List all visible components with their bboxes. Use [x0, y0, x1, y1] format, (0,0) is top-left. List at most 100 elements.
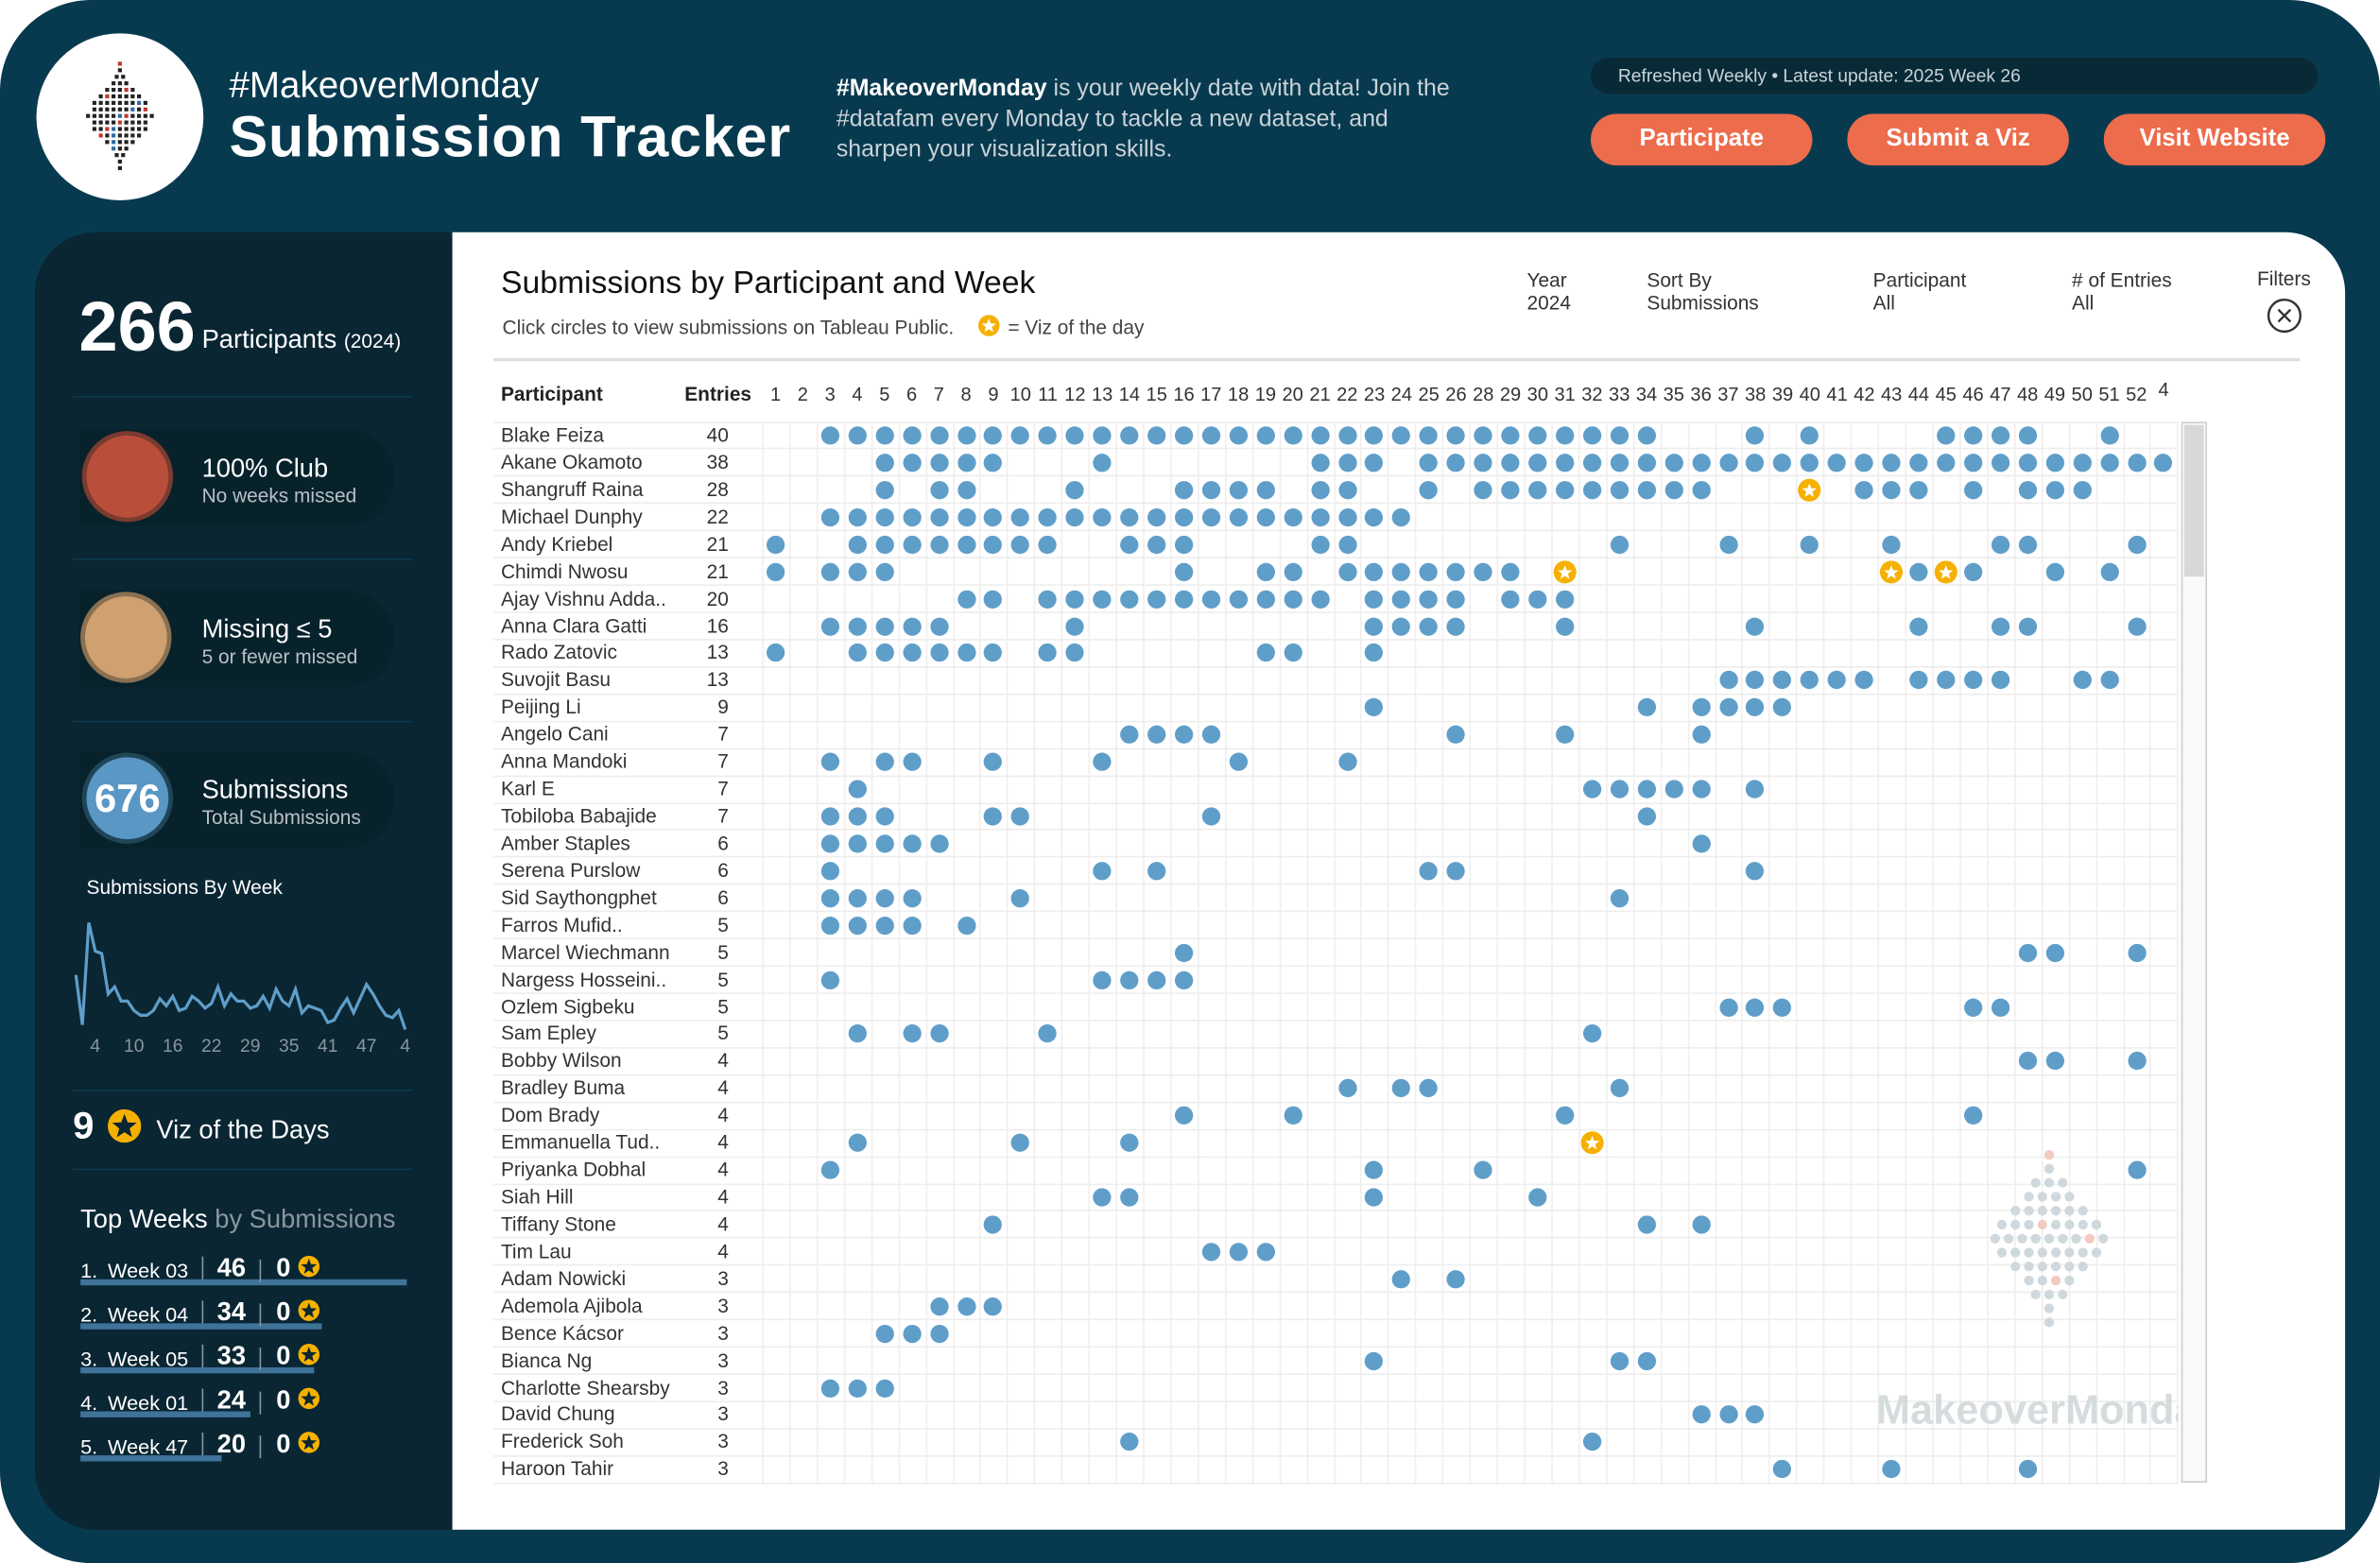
- submission-dot[interactable]: [2127, 454, 2146, 472]
- submission-dot[interactable]: [2099, 562, 2119, 581]
- submission-dot[interactable]: [820, 916, 839, 935]
- submission-dot[interactable]: [1337, 1079, 1356, 1098]
- week-column-label[interactable]: 1: [770, 384, 782, 405]
- participant-name[interactable]: Blake Feiza: [500, 423, 605, 447]
- submission-dot[interactable]: [1637, 698, 1656, 717]
- submission-dot[interactable]: [1174, 562, 1194, 581]
- submission-dot[interactable]: [1420, 562, 1439, 581]
- submission-dot[interactable]: [1392, 1269, 1411, 1289]
- week-column-label[interactable]: 50: [2071, 384, 2093, 405]
- submission-dot[interactable]: [1718, 454, 1738, 472]
- submission-dot[interactable]: [2099, 426, 2119, 445]
- submission-dot[interactable]: [929, 454, 949, 472]
- participant-name[interactable]: Amber Staples: [500, 831, 630, 855]
- submission-dot[interactable]: [848, 644, 867, 662]
- submission-dot[interactable]: [848, 616, 867, 636]
- submission-dot[interactable]: [820, 888, 839, 908]
- submission-dot[interactable]: [984, 752, 1003, 772]
- submission-dot[interactable]: [820, 752, 839, 772]
- submission-dot[interactable]: [1446, 590, 1466, 609]
- submission-dot[interactable]: [1610, 1079, 1629, 1098]
- week-column-label[interactable]: 47: [1990, 384, 2011, 405]
- submission-dot[interactable]: [1229, 1243, 1248, 1262]
- week-column-label[interactable]: 4: [2158, 379, 2169, 401]
- submission-dot[interactable]: [1474, 454, 1492, 472]
- submission-dot[interactable]: [1718, 671, 1738, 690]
- submission-dot[interactable]: [1718, 997, 1738, 1017]
- submission-dot[interactable]: [1093, 454, 1112, 472]
- submission-dot[interactable]: [1365, 616, 1384, 636]
- submission-dot[interactable]: [2018, 943, 2037, 962]
- submission-dot[interactable]: [2018, 1052, 2037, 1071]
- submission-dot[interactable]: [929, 507, 949, 526]
- submission-dot[interactable]: [2127, 1052, 2146, 1071]
- submission-dot[interactable]: [1446, 725, 1466, 745]
- submission-dot[interactable]: [1420, 861, 1439, 881]
- submission-dot[interactable]: [1718, 1405, 1738, 1425]
- submission-dot[interactable]: [929, 834, 949, 853]
- submission-dot[interactable]: [1065, 480, 1084, 500]
- submission-dot[interactable]: [875, 752, 894, 772]
- submission-dot[interactable]: [1637, 1215, 1656, 1234]
- submission-dot[interactable]: [1582, 1433, 1602, 1451]
- submission-dot[interactable]: [2154, 454, 2173, 472]
- participant-name[interactable]: Peijing Li: [500, 695, 581, 719]
- participant-name[interactable]: Anna Mandoki: [500, 749, 628, 773]
- submission-dot[interactable]: [1474, 426, 1492, 445]
- participant-name[interactable]: Ozlem Sigbeku: [500, 994, 635, 1018]
- submission-dot[interactable]: [1991, 616, 2009, 636]
- submission-dot[interactable]: [1991, 426, 2009, 445]
- week-column-label[interactable]: 11: [1038, 384, 1058, 405]
- submission-dot[interactable]: [1610, 454, 1629, 472]
- participant-name[interactable]: Frederick Soh: [500, 1430, 624, 1453]
- submission-dot[interactable]: [875, 807, 894, 826]
- participant-name[interactable]: Bianca Ng: [500, 1348, 593, 1372]
- submission-dot[interactable]: [1011, 888, 1030, 908]
- participant-name[interactable]: Siah Hill: [500, 1185, 574, 1209]
- submission-dot[interactable]: [1310, 507, 1330, 526]
- submission-dot[interactable]: [1256, 1243, 1275, 1262]
- top-week-row[interactable]: 1. Week 03 46 0: [80, 1253, 414, 1290]
- submission-dot[interactable]: [1229, 426, 1248, 445]
- submission-dot[interactable]: [2127, 1160, 2146, 1179]
- submission-dot[interactable]: [1120, 426, 1139, 445]
- submission-dot[interactable]: [1746, 997, 1765, 1017]
- submission-dot[interactable]: [766, 644, 785, 662]
- submission-dot[interactable]: [1801, 535, 1819, 554]
- submission-dot[interactable]: [1691, 454, 1711, 472]
- submission-dot[interactable]: [875, 562, 894, 581]
- submission-dot[interactable]: [1501, 562, 1520, 581]
- submission-dot[interactable]: [1937, 671, 1956, 690]
- submission-dot[interactable]: [1174, 725, 1194, 745]
- submission-dot[interactable]: [1963, 1107, 1983, 1125]
- submission-dot[interactable]: [1637, 1351, 1656, 1370]
- submission-dot[interactable]: [1474, 480, 1492, 500]
- top-week-row[interactable]: 2. Week 04 34 0: [80, 1297, 414, 1333]
- week-column-label[interactable]: 24: [1390, 384, 1413, 405]
- top-week-row[interactable]: 5. Week 47 20 0: [80, 1430, 414, 1466]
- participant-name[interactable]: Anna Clara Gatti: [500, 613, 647, 637]
- week-column-label[interactable]: 38: [1745, 384, 1767, 405]
- week-column-label[interactable]: 25: [1418, 384, 1440, 405]
- submission-dot[interactable]: [820, 1160, 839, 1179]
- submission-dot[interactable]: [820, 834, 839, 853]
- submission-dot[interactable]: [766, 535, 785, 554]
- submission-dot[interactable]: [1746, 616, 1765, 636]
- submission-dot[interactable]: [875, 1324, 894, 1343]
- week-column-label[interactable]: 41: [1826, 384, 1848, 405]
- submission-dot[interactable]: [1528, 590, 1547, 609]
- week-column-label[interactable]: 12: [1064, 384, 1086, 405]
- submission-dot[interactable]: [957, 480, 975, 500]
- submission-dot[interactable]: [1937, 454, 1956, 472]
- submission-dot[interactable]: [902, 916, 922, 935]
- submission-dot[interactable]: [1229, 480, 1248, 500]
- submission-dot[interactable]: [1909, 616, 1928, 636]
- visit-website-button[interactable]: Visit Website: [2103, 113, 2326, 166]
- submission-dot[interactable]: [1065, 644, 1084, 662]
- submission-dot[interactable]: [929, 535, 949, 554]
- week-column-label[interactable]: 22: [1337, 384, 1358, 405]
- submission-dot[interactable]: [875, 454, 894, 472]
- week-column-label[interactable]: 30: [1526, 384, 1548, 405]
- submission-dot[interactable]: [1555, 426, 1575, 445]
- submission-dot[interactable]: [1120, 1433, 1139, 1451]
